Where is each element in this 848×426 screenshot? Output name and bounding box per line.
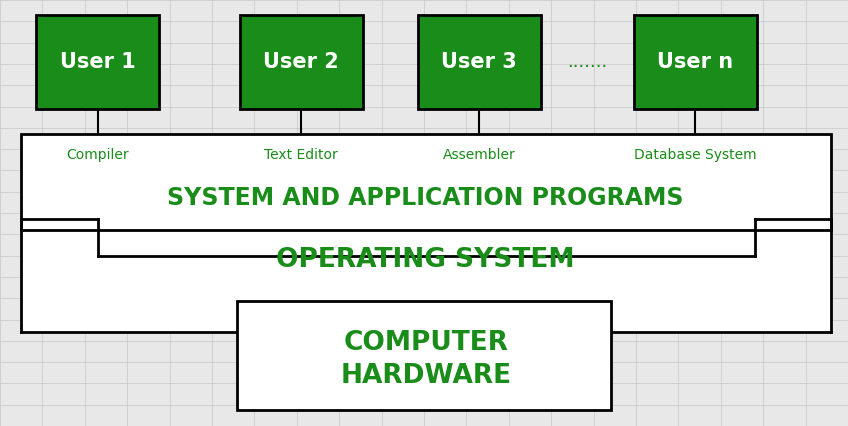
Text: User 3: User 3 (441, 52, 517, 72)
Text: HARDWARE: HARDWARE (340, 363, 511, 389)
Text: OPERATING SYSTEM: OPERATING SYSTEM (276, 247, 575, 273)
Text: Text Editor: Text Editor (265, 149, 338, 162)
Text: Assembler: Assembler (443, 149, 516, 162)
Bar (237, 301, 611, 410)
Text: User 1: User 1 (59, 52, 136, 72)
Bar (21, 134, 831, 230)
Bar (633, 15, 756, 109)
Text: Database System: Database System (634, 149, 756, 162)
Text: COMPUTER: COMPUTER (343, 330, 508, 356)
Bar (21, 219, 831, 332)
Text: Compiler: Compiler (66, 149, 129, 162)
Text: User n: User n (657, 52, 734, 72)
Text: User 2: User 2 (263, 52, 339, 72)
Bar (239, 15, 362, 109)
Text: .......: ....... (567, 53, 608, 71)
Bar (417, 15, 540, 109)
Bar (36, 15, 159, 109)
Text: SYSTEM AND APPLICATION PROGRAMS: SYSTEM AND APPLICATION PROGRAMS (167, 186, 684, 210)
